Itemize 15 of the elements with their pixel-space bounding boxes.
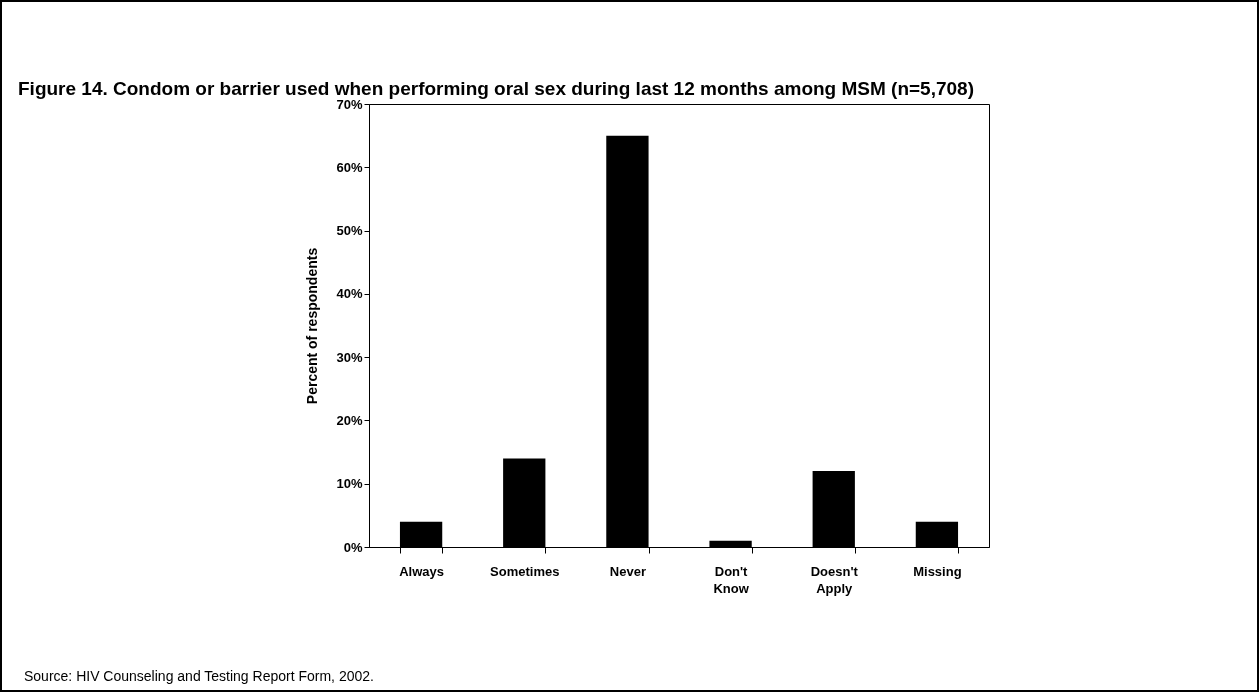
x-tick-label: Missing [913,563,962,579]
x-tick-label: Sometimes [490,563,560,579]
x-tick-label: Doesn't Apply [810,563,859,596]
y-tick-label: 40% [336,286,363,302]
y-axis-title: Percent of respondents [304,247,321,405]
y-tick-label: 50% [336,223,363,239]
y-tick-label: 0% [343,539,363,555]
source-note: Source: HIV Counseling and Testing Report Form, 2002. [24,668,374,684]
y-tick-label: 60% [336,159,363,175]
y-tick-label: 10% [336,476,363,492]
x-tick-label: Don't Know [713,563,750,596]
x-tick-label: Always [399,563,444,579]
x-tick-label: Never [609,563,646,579]
y-tick-label: 30% [336,349,363,365]
y-tick-label: 20% [336,412,363,428]
